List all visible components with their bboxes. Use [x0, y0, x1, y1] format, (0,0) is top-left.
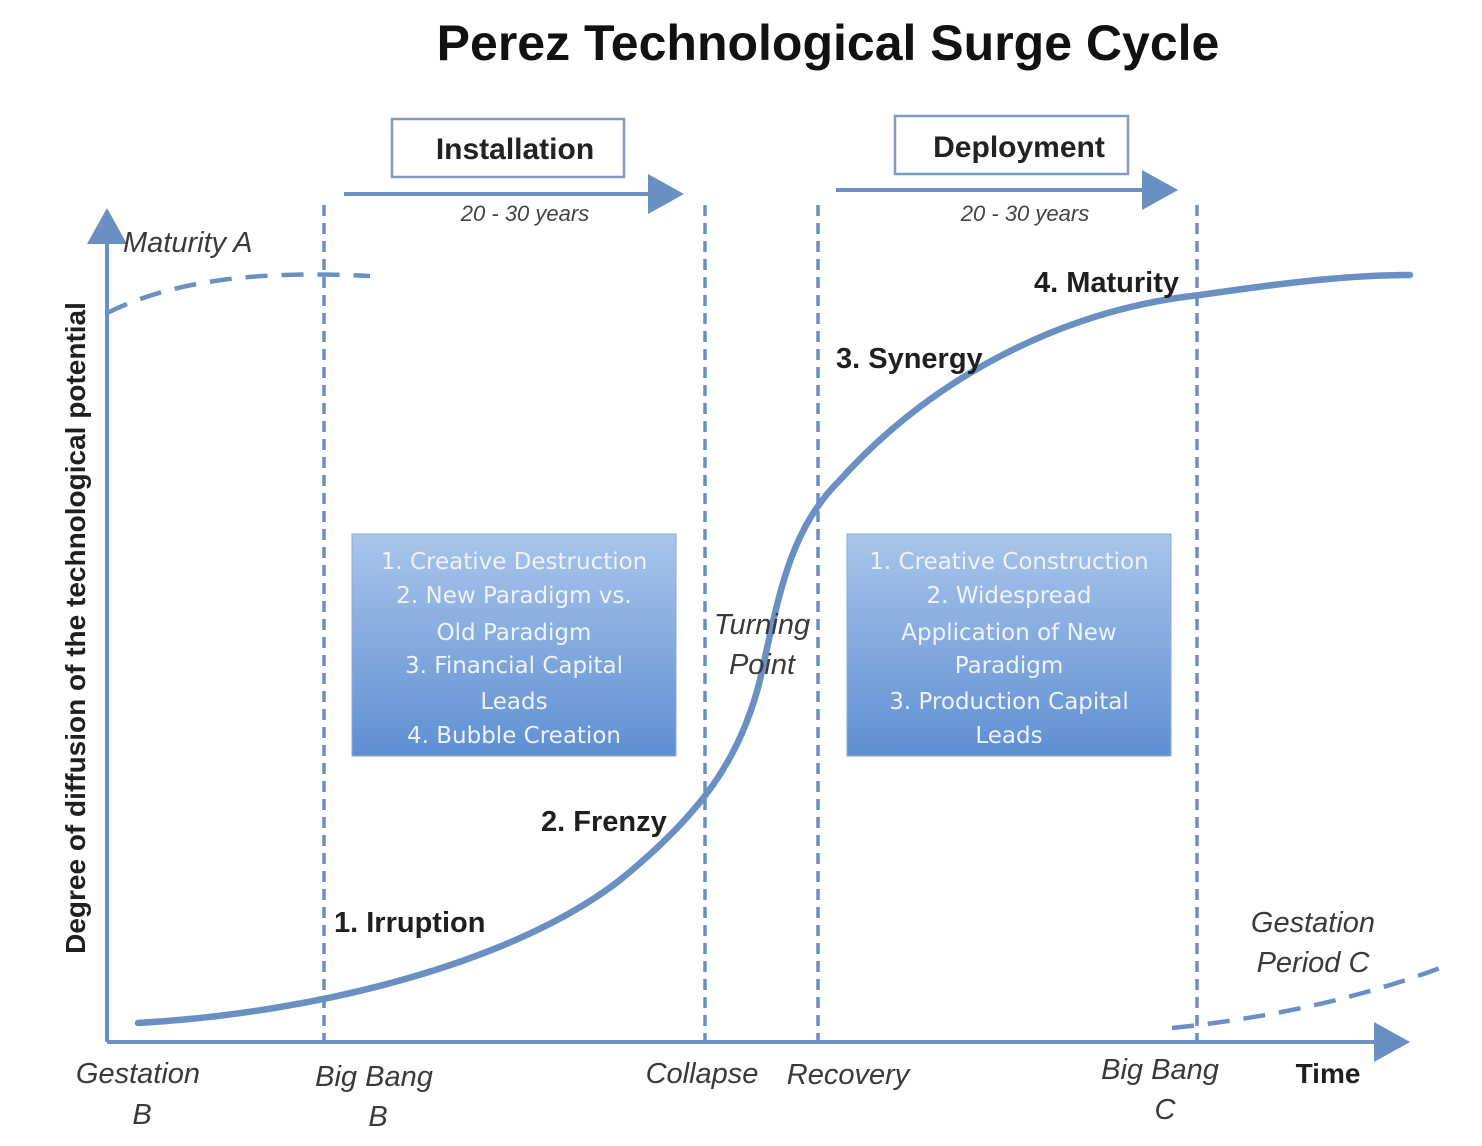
gestation-c-label-line2: Period C — [1257, 947, 1371, 979]
stage-irruption-label: 1. Irruption — [334, 907, 485, 939]
x-marker-gestation-b-line2: B — [132, 1099, 151, 1131]
installation-box-line: 3. Financial Capital — [405, 653, 623, 679]
deployment-box-bg — [846, 533, 1172, 757]
installation-label: Installation — [436, 133, 594, 166]
installation-characteristics-box: 1. Creative Destruction 2. New Paradigm … — [351, 533, 677, 757]
deployment-characteristics-box: 1. Creative Construction 2. Widespread A… — [846, 533, 1172, 757]
gestation-c-curve — [1171, 965, 1441, 1031]
x-marker-gestation-b-line1: Gestation — [76, 1058, 200, 1090]
installation-box-line: Leads — [480, 689, 547, 715]
deployment-label: Deployment — [933, 131, 1105, 164]
deployment-box-line: Leads — [975, 723, 1042, 749]
installation-box-line: 2. New Paradigm vs. — [396, 583, 631, 609]
x-marker-big-bang-b-line1: Big Bang — [315, 1061, 433, 1093]
installation-box-line: Old Paradigm — [437, 620, 592, 646]
y-axis-label: Degree of diffusion of the technological… — [60, 302, 91, 954]
turning-point-label-line1: Turning — [714, 609, 810, 641]
stage-maturity-label: 4. Maturity — [1034, 267, 1179, 299]
x-axis-label: Time — [1296, 1058, 1361, 1089]
deployment-box-line: Paradigm — [955, 653, 1063, 679]
maturity-a-label: Maturity A — [123, 227, 252, 259]
installation-box-line: 1. Creative Destruction — [381, 549, 648, 575]
surge-s-curve — [134, 271, 1414, 1027]
page-title: Perez Technological Surge Cycle — [437, 15, 1220, 71]
turning-point-label-line2: Point — [729, 649, 797, 681]
x-marker-collapse: Collapse — [646, 1058, 759, 1090]
deployment-label-box — [893, 114, 1130, 176]
deployment-duration: 20 - 30 years — [960, 201, 1089, 226]
deployment-box-line: 2. Widespread — [926, 583, 1091, 609]
deployment-phase-header: Deployment — [893, 114, 1130, 176]
stage-frenzy-label: 2. Frenzy — [541, 806, 667, 838]
installation-duration: 20 - 30 years — [460, 201, 589, 226]
x-marker-big-bang-c-line1: Big Bang — [1101, 1054, 1219, 1086]
x-marker-big-bang-b-line2: B — [368, 1101, 387, 1133]
gestation-c-label-line1: Gestation — [1251, 907, 1375, 939]
installation-label-box — [390, 117, 626, 179]
installation-box-bg — [351, 533, 677, 757]
installation-phase-header: Installation — [390, 117, 626, 179]
x-marker-big-bang-c-line2: C — [1155, 1094, 1177, 1126]
installation-box-line: 4. Bubble Creation — [407, 723, 621, 749]
stage-synergy-label: 3. Synergy — [836, 343, 983, 375]
deployment-box-line: 1. Creative Construction — [869, 549, 1148, 575]
x-marker-recovery: Recovery — [787, 1059, 911, 1091]
maturity-a-curve — [106, 272, 371, 316]
deployment-box-line: 3. Production Capital — [889, 689, 1129, 715]
deployment-box-line: Application of New — [901, 620, 1116, 646]
